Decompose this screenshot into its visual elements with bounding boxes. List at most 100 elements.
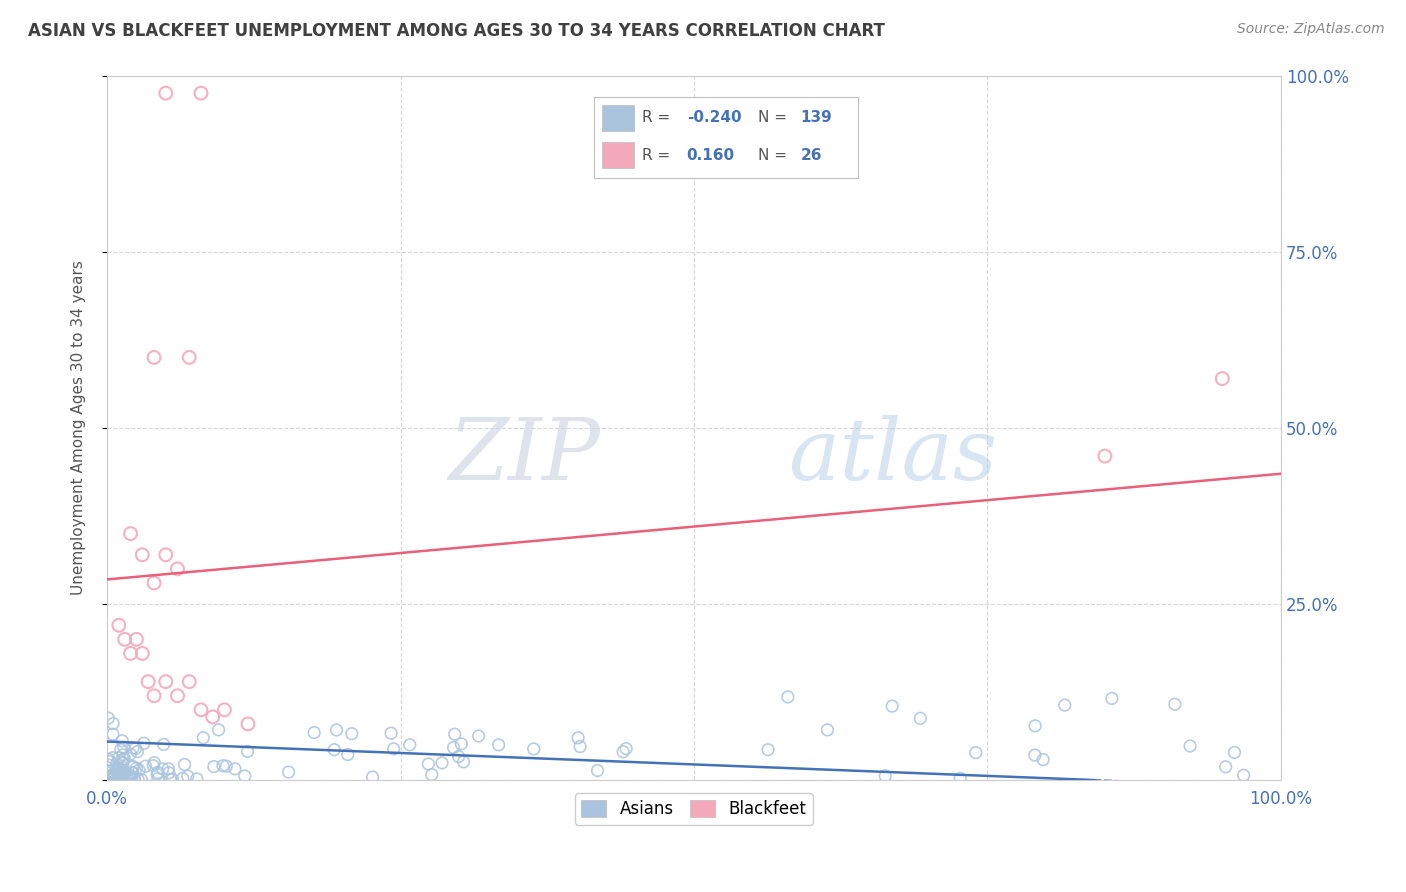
Text: ASIAN VS BLACKFEET UNEMPLOYMENT AMONG AGES 30 TO 34 YEARS CORRELATION CHART: ASIAN VS BLACKFEET UNEMPLOYMENT AMONG AG… xyxy=(28,22,884,40)
Point xyxy=(875,769,897,783)
Point xyxy=(142,758,165,772)
Point xyxy=(124,772,146,787)
Point xyxy=(155,86,177,100)
Point xyxy=(98,755,121,769)
Point xyxy=(103,766,125,780)
Point xyxy=(146,765,169,780)
Point xyxy=(336,747,359,762)
Point xyxy=(107,765,129,780)
Point xyxy=(110,772,132,787)
Point xyxy=(418,756,440,771)
Point xyxy=(132,736,155,750)
Point xyxy=(118,768,141,782)
Y-axis label: Unemployment Among Ages 30 to 34 years: Unemployment Among Ages 30 to 34 years xyxy=(72,260,86,595)
Point xyxy=(143,576,166,591)
Point xyxy=(236,717,259,731)
Point xyxy=(131,647,153,661)
Point xyxy=(120,647,142,661)
Point xyxy=(131,772,153,787)
Point xyxy=(190,86,212,100)
Point xyxy=(97,752,120,766)
Point xyxy=(112,740,135,755)
Point xyxy=(136,674,159,689)
Point xyxy=(523,742,546,756)
Point xyxy=(111,734,134,748)
Point xyxy=(121,766,143,780)
Point xyxy=(103,767,125,781)
Point xyxy=(1211,371,1233,385)
Point xyxy=(122,760,145,774)
Point xyxy=(380,726,402,740)
Point xyxy=(614,741,637,756)
Point xyxy=(98,772,121,787)
Point xyxy=(120,747,142,761)
Point xyxy=(236,744,259,758)
Point xyxy=(121,765,143,780)
Point xyxy=(112,751,135,765)
Point xyxy=(120,771,142,785)
Point xyxy=(101,716,124,731)
Point xyxy=(173,757,195,772)
Point xyxy=(323,742,346,756)
Point xyxy=(111,755,134,769)
Point xyxy=(447,749,470,764)
Point xyxy=(108,764,131,778)
Point xyxy=(430,756,453,770)
Point xyxy=(120,526,142,541)
Point xyxy=(143,689,166,703)
Point xyxy=(105,756,128,771)
Point xyxy=(152,762,174,776)
Point xyxy=(1032,753,1054,767)
Point xyxy=(101,769,124,783)
Point xyxy=(115,770,138,784)
Point xyxy=(882,699,904,714)
Point xyxy=(340,726,363,740)
Point xyxy=(146,767,169,781)
Point xyxy=(817,723,839,737)
Point xyxy=(361,770,384,784)
Point xyxy=(122,772,145,787)
Point xyxy=(212,758,235,772)
Point xyxy=(97,711,120,725)
Point xyxy=(398,738,420,752)
Point xyxy=(112,760,135,774)
Point xyxy=(121,760,143,774)
Point xyxy=(453,755,475,769)
Point xyxy=(97,772,120,787)
Point xyxy=(111,772,134,787)
Point xyxy=(111,772,134,787)
Point xyxy=(108,762,131,776)
Point xyxy=(302,725,325,739)
Text: atlas: atlas xyxy=(787,415,997,498)
Point xyxy=(177,769,200,783)
Point xyxy=(107,768,129,782)
Point xyxy=(114,632,136,647)
Point xyxy=(382,742,405,756)
Point xyxy=(612,745,634,759)
Point xyxy=(143,351,166,365)
Point xyxy=(112,752,135,766)
Point xyxy=(110,742,132,756)
Point xyxy=(114,766,136,780)
Point xyxy=(157,765,180,780)
Point xyxy=(179,351,201,365)
Point xyxy=(1053,698,1076,712)
Point xyxy=(125,632,148,647)
Point xyxy=(105,764,128,778)
Point xyxy=(186,772,208,786)
Point xyxy=(965,746,987,760)
Point xyxy=(105,772,128,787)
Point xyxy=(1024,748,1046,763)
Point xyxy=(108,771,131,785)
Point xyxy=(172,772,194,786)
Point xyxy=(166,562,188,576)
Point xyxy=(118,769,141,783)
Point xyxy=(111,767,134,781)
Point xyxy=(207,723,229,737)
Point xyxy=(467,729,489,743)
Point xyxy=(110,769,132,783)
Point xyxy=(179,674,201,689)
Point xyxy=(443,727,465,741)
Point xyxy=(450,737,472,751)
Point xyxy=(214,703,236,717)
